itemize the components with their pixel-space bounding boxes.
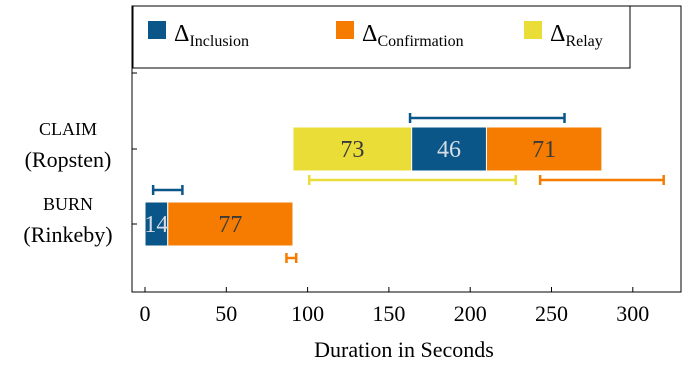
legend-label-relay: ΔRelay (550, 21, 603, 50)
legend-label-confirmation: ΔConfirmation (362, 21, 464, 50)
error-ranges (151, 113, 665, 263)
x-axis: 0 50 100 150 200 250 300 (140, 287, 649, 326)
error-range-relay (307, 175, 517, 185)
error-range-confirmation (285, 253, 298, 263)
bar-segment-confirmation (485, 126, 603, 172)
x-tick-label: 200 (454, 301, 487, 326)
legend: ΔInclusion ΔConfirmation ΔRelay (132, 5, 631, 69)
bar-value-label: 46 (437, 137, 461, 163)
bar-value-label: 77 (218, 212, 242, 238)
x-tick-label: 150 (372, 301, 405, 326)
category-labels: CLAIM (Ropsten) BURN (Rinkeby) (23, 119, 112, 247)
legend-swatch-relay (524, 21, 542, 39)
x-tick-label: 0 (140, 301, 151, 326)
bar-value-label: 71 (532, 137, 556, 163)
category-network: (Rinkeby) (23, 222, 112, 247)
bar-segments (144, 126, 603, 247)
legend-label-inclusion: ΔInclusion (174, 21, 249, 50)
legend-swatch-confirmation (336, 21, 354, 39)
x-tick-label: 100 (291, 301, 324, 326)
bar-value-label: 14 (144, 212, 168, 238)
category-network: (Ropsten) (25, 147, 112, 172)
bar-value-label: 73 (340, 137, 364, 163)
x-tick-label: 300 (616, 301, 649, 326)
x-tick-label: 250 (535, 301, 568, 326)
category-name: BURN (43, 194, 93, 214)
error-range-confirmation (538, 175, 665, 185)
legend-swatch-inclusion (148, 21, 166, 39)
error-range-inclusion (408, 113, 566, 123)
bar-segment-relay (292, 126, 413, 172)
bar-segment-confirmation (167, 201, 294, 247)
bar-segment-inclusion (411, 126, 487, 172)
segment-labels: 73 46 71 14 77 (144, 137, 556, 238)
category-name: CLAIM (39, 119, 97, 139)
x-axis-title: Duration in Seconds (314, 337, 494, 362)
legend-box (132, 5, 631, 69)
error-range-inclusion (151, 185, 184, 195)
x-tick-label: 50 (215, 301, 237, 326)
